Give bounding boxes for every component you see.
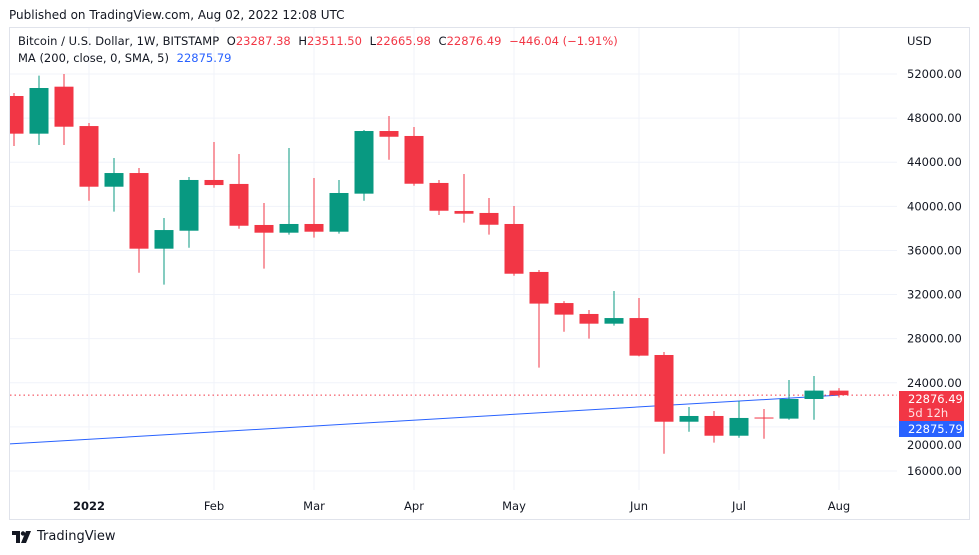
tradingview-logo-icon <box>12 530 31 543</box>
bar-countdown: 5d 12h <box>908 406 949 420</box>
currency-label: USD <box>907 34 932 48</box>
time-tick-label: Feb <box>204 499 224 513</box>
candle-down <box>379 131 399 137</box>
candle-up <box>679 415 699 422</box>
high-value: 23511.50 <box>307 34 362 48</box>
time-tick-label: Apr <box>404 499 424 513</box>
candle-down <box>10 96 24 134</box>
candle-up <box>104 173 124 187</box>
symbol-title: Bitcoin / U.S. Dollar, 1W, BITSTAMP <box>18 34 220 48</box>
published-caption: Published on TradingView.com, Aug 02, 20… <box>9 8 345 22</box>
last-price-label: 22876.49 5d 12h <box>899 391 964 421</box>
price-tick-label: 44000.00 <box>907 155 962 169</box>
ma-legend[interactable]: MA (200, close, 0, SMA, 5) 22875.79 <box>18 51 232 65</box>
change-value: −446.04 (−1.91%) <box>509 34 618 48</box>
candles-layer <box>10 74 897 454</box>
time-tick-label: Jun <box>629 499 648 513</box>
ma-label: MA (200, close, 0, SMA, 5) <box>18 51 169 65</box>
time-tick-label: May <box>502 499 526 513</box>
low-label: L <box>369 34 376 48</box>
candle-up <box>329 192 349 232</box>
price-tick-label: 48000.00 <box>907 111 962 125</box>
ma-value: 22875.79 <box>176 51 232 65</box>
ma-price-label: 22875.79 <box>899 421 964 437</box>
candle-up <box>729 417 749 436</box>
high-label: H <box>298 34 308 48</box>
tradingview-logo[interactable]: TradingView <box>12 529 116 544</box>
open-value: 23287.38 <box>235 34 291 48</box>
candle-down <box>54 86 74 127</box>
candle-down <box>304 223 324 232</box>
candle-up <box>604 318 624 324</box>
candle-down <box>454 210 474 214</box>
candle-down <box>829 390 849 396</box>
time-tick-label: 2022 <box>73 499 105 513</box>
price-tick-label: 24000.00 <box>907 376 962 390</box>
candle-down <box>554 303 574 315</box>
close-value: 22876.49 <box>446 34 502 48</box>
ma-line <box>10 394 840 445</box>
candle-down <box>229 183 249 226</box>
candle-down <box>429 182 449 211</box>
last-price: 22876.49 <box>908 392 963 406</box>
price-tick-label: 16000.00 <box>907 464 962 478</box>
ma-layer <box>10 394 840 445</box>
price-tick-label: 20000.00 <box>907 438 962 452</box>
brand-name: TradingView <box>37 529 116 544</box>
time-axis: 2022 Feb Mar Apr May Jun Jul Aug <box>73 499 850 513</box>
open-label: O <box>226 34 236 48</box>
candle-up <box>804 390 824 399</box>
price-tick-label: 36000.00 <box>907 243 962 257</box>
close-label: C <box>438 34 447 48</box>
candle-down <box>504 223 524 274</box>
candle-down <box>629 318 649 356</box>
candle-down <box>479 212 499 225</box>
candle-up <box>279 223 299 233</box>
chart-frame <box>9 27 970 520</box>
price-tick-label: 32000.00 <box>907 288 962 302</box>
candle-down <box>754 417 774 419</box>
candle-down <box>204 179 224 186</box>
candle-down <box>79 126 99 187</box>
candle-up <box>154 230 174 249</box>
candle-down <box>529 271 549 304</box>
candle-up <box>179 179 199 231</box>
candle-down <box>579 313 599 324</box>
time-tick-label: Mar <box>303 499 325 513</box>
price-tick-label: 28000.00 <box>907 332 962 346</box>
price-tick-label: 52000.00 <box>907 67 962 81</box>
candle-up <box>29 88 49 134</box>
candle-down <box>654 354 674 422</box>
price-tick-label: 40000.00 <box>907 199 962 213</box>
time-tick-label: Jul <box>731 499 746 513</box>
candle-down <box>404 135 424 184</box>
candle-down <box>254 224 274 233</box>
candle-down <box>704 415 724 436</box>
price-axis: 52000.00 48000.00 44000.00 40000.00 36000.00… <box>907 67 962 478</box>
low-value: 22665.98 <box>376 34 431 48</box>
candle-up <box>354 131 374 194</box>
time-tick-label: Aug <box>828 499 850 513</box>
candle-down <box>129 173 149 249</box>
candle-up <box>779 398 799 419</box>
symbol-legend: Bitcoin / U.S. Dollar, 1W, BITSTAMP O232… <box>18 34 618 48</box>
